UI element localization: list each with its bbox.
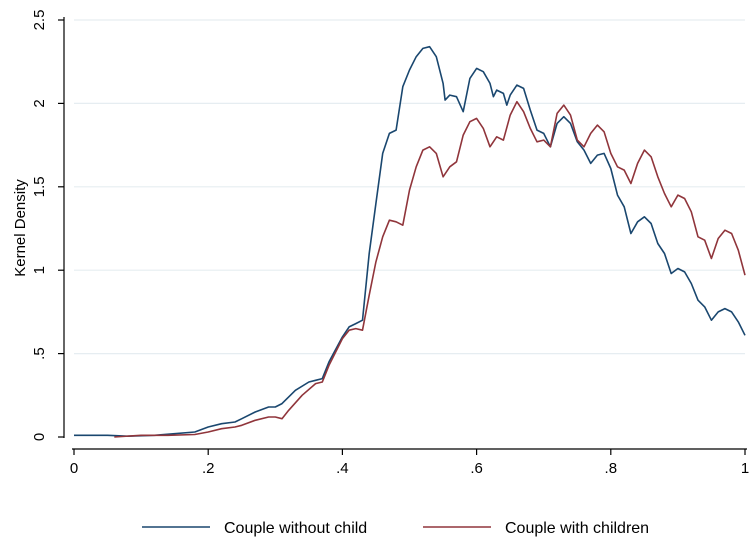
series-lines — [74, 45, 746, 438]
legend: Couple without child Couple with children — [142, 520, 649, 537]
x-tick-label-1: .2 — [202, 460, 215, 477]
y-axis-title: Kernel Density — [12, 179, 29, 277]
tick-labels: 0 .5 1 1.5 2 2.5 0 .2 .4 .6 .8 1 — [31, 10, 749, 477]
legend-label-1: Couple without child — [224, 520, 367, 537]
series-line-2 — [114, 100, 746, 438]
x-tick-label-2: .4 — [336, 460, 349, 477]
y-tick-label-1: .5 — [31, 347, 48, 360]
legend-label-2: Couple with children — [505, 520, 649, 537]
x-tick-label-0: 0 — [70, 460, 78, 477]
axes — [58, 17, 747, 455]
x-tick-label-3: .6 — [470, 460, 483, 477]
y-tick-label-5: 2.5 — [31, 10, 48, 31]
y-tick-label-0: 0 — [31, 433, 48, 441]
x-tick-label-5: 1 — [741, 460, 749, 477]
y-tick-label-4: 2 — [31, 99, 48, 107]
series-line-1 — [74, 45, 746, 437]
y-tick-label-3: 1.5 — [31, 176, 48, 197]
gridlines — [74, 19, 745, 355]
x-tick-label-4: .8 — [605, 460, 618, 477]
y-tick-label-2: 1 — [31, 266, 48, 274]
